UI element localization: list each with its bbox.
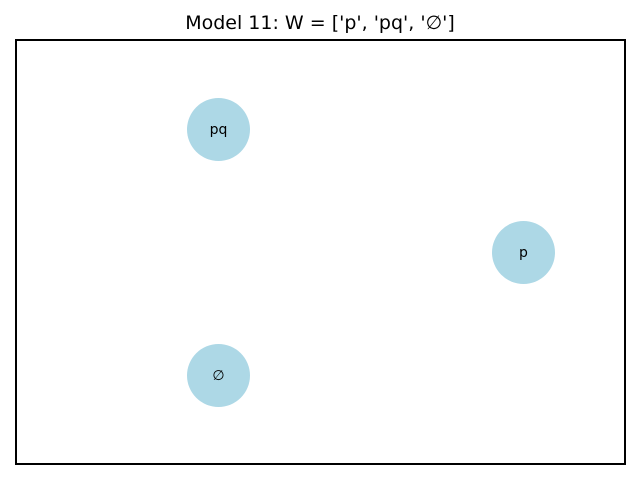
- world-node-label: ∅: [212, 367, 225, 384]
- world-node-pq: pq: [187, 98, 250, 161]
- plot-frame: [15, 39, 626, 465]
- world-node-p: p: [492, 221, 555, 284]
- world-node-label: pq: [209, 121, 228, 138]
- figure-title: Model 11: W = ['p', 'pq', '∅']: [185, 12, 455, 34]
- world-node-label: p: [519, 244, 528, 261]
- world-node-empty-set: ∅: [187, 344, 250, 407]
